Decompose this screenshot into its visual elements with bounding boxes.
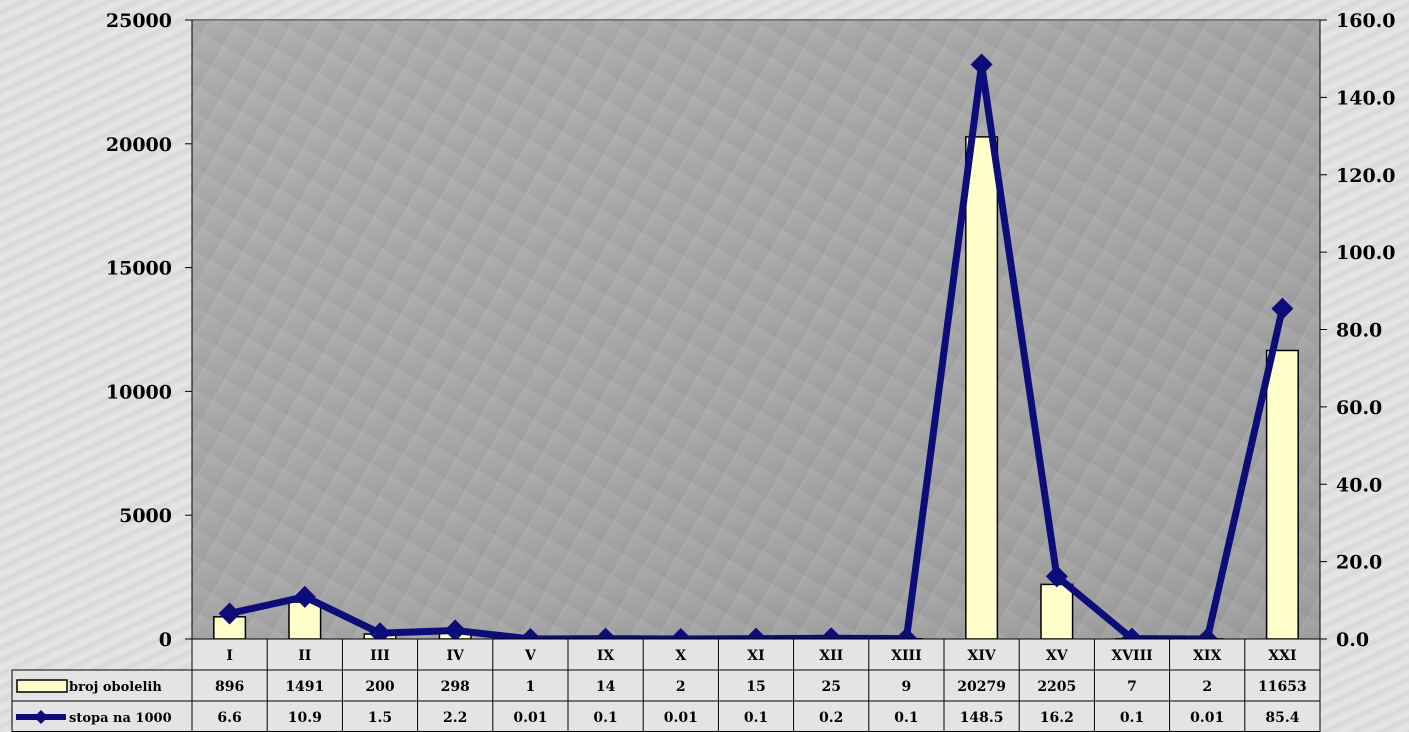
category-label: XV <box>1046 648 1069 664</box>
right-axis-tick-label: 0.0 <box>1336 629 1369 651</box>
left-axis-tick-label: 0 <box>159 629 172 651</box>
line-value-label: 85.4 <box>1265 710 1299 726</box>
line-value-label: 10.9 <box>288 710 322 726</box>
line-marker <box>293 585 316 608</box>
left-axis-tick-label: 25000 <box>106 10 172 32</box>
category-label: II <box>298 648 311 664</box>
bar-value-label: 2 <box>1202 679 1212 695</box>
bar <box>965 136 999 640</box>
category-label: IV <box>446 648 465 664</box>
category-label: XVIII <box>1111 648 1152 664</box>
line-value-label: 6.6 <box>217 710 241 726</box>
table-header-bg <box>192 639 1320 670</box>
right-axis-tick-label: 120.0 <box>1336 165 1396 187</box>
line-value-label: 148.5 <box>960 710 1004 726</box>
line-value-label: 0.01 <box>664 710 698 726</box>
line-marker <box>1271 297 1294 320</box>
line-value-label: 0.1 <box>1120 710 1144 726</box>
bar-value-label: 25 <box>821 679 840 695</box>
line-value-label: 0.1 <box>894 710 918 726</box>
line-marker <box>970 53 993 76</box>
bar-value-label: 14 <box>596 679 616 695</box>
category-label: XI <box>747 648 764 664</box>
left-axis-tick-label: 20000 <box>106 134 172 156</box>
legend-label-line: stopa na 1000 <box>69 711 172 726</box>
line-value-label: 16.2 <box>1040 710 1074 726</box>
bar <box>288 601 322 640</box>
bar-value-label: 2205 <box>1037 679 1076 695</box>
category-label: XII <box>819 648 843 664</box>
left-axis-tick-label: 15000 <box>106 258 172 280</box>
bar-value-label: 1 <box>526 679 536 695</box>
left-axis-tick-label: 10000 <box>106 381 172 403</box>
right-axis-tick-label: 140.0 <box>1336 87 1396 109</box>
legend-label-bar: broj obolelih <box>69 680 162 695</box>
line-value-label: 1.5 <box>368 710 392 726</box>
right-axis-tick-label: 80.0 <box>1336 320 1382 342</box>
legend-key-marker <box>34 710 48 724</box>
bar-value-label: 200 <box>365 679 394 695</box>
line-marker <box>218 602 241 625</box>
legend-key-bar <box>16 679 68 693</box>
category-label: XIX <box>1193 648 1221 664</box>
right-axis-tick-label: 100.0 <box>1336 242 1396 264</box>
bar-value-label: 9 <box>902 679 912 695</box>
line-value-label: 2.2 <box>443 710 467 726</box>
bar-value-label: 11653 <box>1258 679 1307 695</box>
bar-value-label: 15 <box>746 679 765 695</box>
right-axis-tick-label: 20.0 <box>1336 552 1382 574</box>
left-axis: 0 5000 10000 15000 20000 25000 <box>106 10 193 651</box>
category-label: XXI <box>1268 648 1296 664</box>
right-axis-tick-label: 160.0 <box>1336 10 1396 32</box>
category-label: XIV <box>967 648 996 664</box>
line-value-label: 0.01 <box>1190 710 1224 726</box>
line-value-label: 0.2 <box>819 710 843 726</box>
bar <box>1265 349 1299 640</box>
category-label: III <box>370 648 390 664</box>
bar-value-label: 298 <box>441 679 470 695</box>
category-label: I <box>226 648 233 664</box>
bar-value-label: 896 <box>215 679 244 695</box>
category-label: X <box>675 648 686 664</box>
plot-area-texture <box>192 20 1320 639</box>
bar-value-label: 1491 <box>285 679 324 695</box>
line-marker <box>444 619 467 642</box>
line-value-label: 0.1 <box>744 710 768 726</box>
category-label: XIII <box>891 648 922 664</box>
category-label: V <box>524 648 537 664</box>
data-table: I 896 6.6 II 1491 10.9 III 200 1.5 IV 298 2.2 V 1 0.01… <box>11 638 1321 732</box>
left-axis-tick-label: 5000 <box>119 505 172 527</box>
bar-value-label: 20279 <box>957 679 1006 695</box>
line-marker <box>1045 565 1068 588</box>
line-value-label: 0.01 <box>513 710 547 726</box>
bar-value-label: 7 <box>1127 679 1137 695</box>
right-axis-tick-label: 60.0 <box>1336 397 1382 419</box>
bar <box>1040 583 1074 640</box>
line-value-label: 0.1 <box>593 710 617 726</box>
category-label: IX <box>597 648 615 664</box>
bar-value-label: 2 <box>676 679 686 695</box>
right-axis: 0.0 20.0 40.0 60.0 80.0 100.0 120.0 140.0 160.0 <box>1319 10 1396 651</box>
right-axis-tick-label: 40.0 <box>1336 474 1382 496</box>
